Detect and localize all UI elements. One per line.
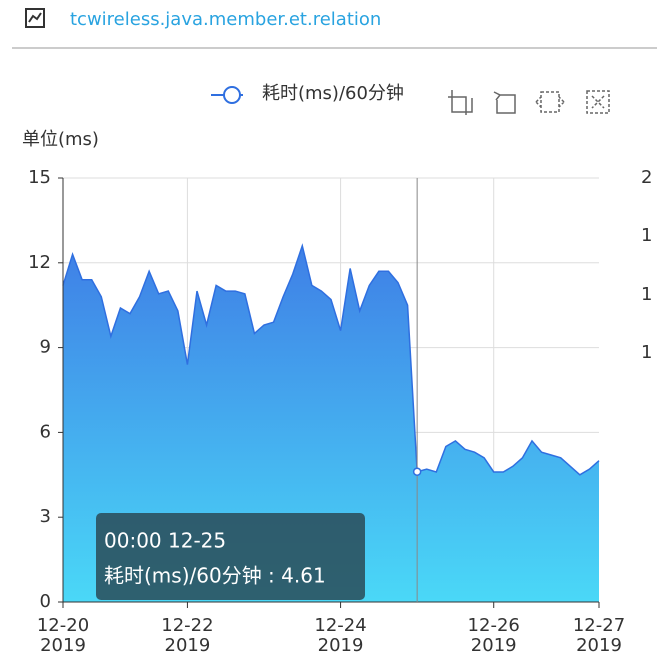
x-tick-label: 12-26 2019	[468, 615, 520, 656]
zoom-tool[interactable]	[448, 90, 473, 115]
header-title: tcwireless.java.member.et.relation	[70, 9, 381, 30]
clipped-label: 1	[641, 225, 652, 246]
legend-label: 耗时(ms)/60分钟	[262, 83, 404, 104]
x-tick-label: 12-24 2019	[314, 615, 366, 656]
y-tick-label: 9	[40, 337, 51, 358]
x-tick-label: 12-27 2019	[573, 615, 625, 656]
tooltip-text: 耗时(ms)/60分钟 : 4.61	[104, 564, 326, 588]
y-tick-label: 6	[40, 421, 51, 442]
y-tick-label: 15	[28, 167, 51, 188]
line	[62, 243, 600, 476]
tooltip-title: 00:00 12-25	[104, 529, 226, 553]
back-tool[interactable]	[535, 91, 565, 113]
toolbox	[448, 90, 610, 115]
clipped-label: 2	[641, 167, 652, 188]
x-tick-label: 12-22 2019	[161, 615, 213, 656]
clipped-label: 1	[641, 342, 652, 363]
y-tick-label: 0	[40, 591, 51, 612]
y-tick-label: 3	[40, 506, 51, 527]
legend-symbol	[223, 86, 241, 104]
legend[interactable]: 耗时(ms)/60分钟	[211, 83, 404, 104]
header-icon	[25, 8, 45, 28]
x-tick-label: 12-20 2019	[37, 615, 89, 656]
restore-tool[interactable]	[493, 91, 516, 114]
highlight-point	[412, 467, 422, 476]
y-axis-name: 单位(ms)	[22, 129, 99, 150]
area-fill	[63, 245, 599, 602]
clipped-label: 1	[641, 284, 652, 305]
y-tick-label: 12	[28, 252, 51, 273]
clear-tool[interactable]	[586, 90, 610, 114]
tooltip-box	[96, 513, 365, 600]
